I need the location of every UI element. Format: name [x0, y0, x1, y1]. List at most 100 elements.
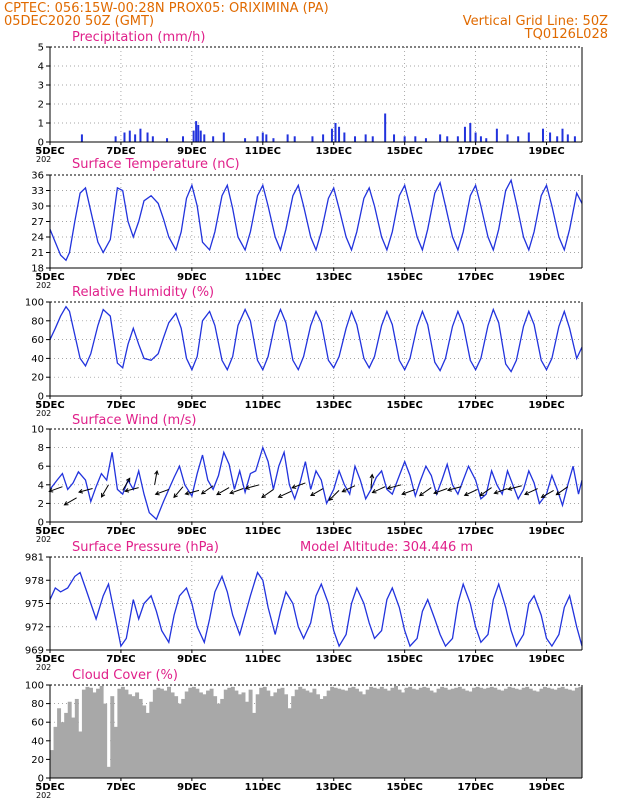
precip-bar [561, 128, 564, 142]
humidity-xtick-label: 5DEC [35, 400, 64, 411]
precip-ytick-label: 0 [38, 138, 44, 149]
cloud-bar [57, 708, 62, 778]
wind-vector [479, 487, 492, 497]
cloud-bar [408, 686, 413, 778]
temperature-xtick-label: 9DEC [177, 272, 206, 283]
wind-vector [446, 486, 462, 492]
cloud-bar [142, 705, 147, 778]
wind-vector [154, 488, 169, 496]
wind-vector-shaft [342, 485, 356, 493]
humidity-ytick-label: 60 [31, 335, 44, 346]
pressure-xtick-label: 7DEC [106, 654, 135, 665]
cloud-bar [259, 687, 264, 778]
precip-bar [272, 138, 275, 142]
cloud-bar [237, 694, 242, 778]
cloud-bar [145, 712, 150, 778]
wind-vector-head [371, 489, 377, 494]
pressure-ytick-label: 975 [25, 599, 44, 610]
cloud-bar [486, 687, 491, 778]
cloud-bar [518, 689, 523, 778]
cloud-xtick-label: 19DEC [528, 782, 564, 793]
pressure-year-fragment: 202 [36, 663, 51, 672]
wind-vector-shaft [292, 482, 306, 489]
precip-bar [517, 136, 520, 142]
humidity-series-line [49, 305, 583, 373]
precip-bar [151, 136, 154, 142]
precip-bar [354, 136, 357, 142]
wind-vector-head [401, 490, 407, 496]
humidity-ytick-label: 0 [38, 392, 44, 403]
wind-vector [386, 484, 402, 490]
pressure-xtick-label: 19DEC [528, 654, 564, 665]
cloud-bar [369, 686, 374, 778]
cloud-bar [464, 690, 469, 778]
cloud-bar [525, 686, 530, 778]
cloud-bar [284, 694, 289, 778]
humidity-panel: 0 20 40 60 80 100 5DEC 7DEC 9DEC 11DEC 13DEC 15DEC 1… [25, 298, 583, 418]
cloud-bar [60, 722, 65, 778]
temperature-ytick-label: 18 [31, 264, 44, 275]
precip-bar [197, 124, 200, 142]
wind-vector-shaft [372, 486, 386, 494]
humidity-year-fragment: 202 [36, 409, 51, 418]
wind-vector-head [154, 469, 159, 475]
cloud-bar [433, 692, 437, 778]
precip-bar [128, 130, 131, 142]
cloud-bar [152, 689, 157, 778]
precip-bar [139, 128, 142, 142]
cloud-bar [195, 688, 200, 778]
wind-vector-shaft [122, 478, 131, 491]
cloud-bar [489, 686, 494, 778]
temperature-title: Surface Temperature (nC) [72, 157, 240, 172]
precip-bar [495, 128, 498, 142]
wind-vector-head [493, 489, 499, 495]
precip-bar [114, 136, 117, 142]
cloud-title: Cloud Cover (%) [72, 668, 178, 683]
humidity-xtick-label: 19DEC [528, 400, 564, 411]
wind-vector-head [479, 491, 485, 497]
wind-vector-head [463, 491, 469, 497]
cloud-bar [443, 687, 448, 778]
cloud-bar [156, 687, 161, 778]
precip-bar [384, 113, 387, 142]
wind-vector [78, 488, 93, 494]
cloud-bar [511, 687, 516, 778]
cloud-bar [528, 688, 533, 778]
wind-vector-shaft [101, 484, 109, 498]
humidity-ytick-label: 80 [31, 316, 44, 327]
cloud-bar [337, 688, 342, 778]
precip-xtick-label: 7DEC [106, 146, 135, 157]
wind-vector [401, 488, 416, 496]
wind-vector-head [418, 491, 424, 497]
precip-bar [364, 134, 367, 142]
cloud-bar [319, 698, 324, 778]
precip-xtick-label: 15DEC [386, 146, 422, 157]
cloud-xtick-label: 15DEC [386, 782, 422, 793]
cloud-bar [344, 690, 349, 778]
cloud-bar [106, 766, 111, 778]
wind-vector-shaft [447, 486, 462, 491]
cloud-bar [220, 698, 225, 778]
wind-vector-shaft [155, 488, 169, 495]
cloud-bar [567, 689, 572, 778]
wind-ytick-label: 8 [38, 443, 44, 454]
cloud-bar [241, 692, 246, 778]
cloud-bar [209, 688, 214, 778]
wind-vector [540, 489, 554, 498]
wind-xtick-label: 9DEC [177, 526, 206, 537]
cloud-bar [287, 708, 292, 778]
model-altitude-label: Model Altitude: 304.446 m [300, 540, 473, 555]
cloud-bar [81, 689, 86, 778]
precip-bar [80, 134, 83, 142]
cloud-bar [351, 686, 356, 778]
cloud-bar [113, 726, 118, 778]
cloud-bar [447, 689, 452, 778]
cloud-bar [131, 696, 136, 778]
cloud-bar [78, 731, 83, 778]
precip-bar [479, 136, 482, 142]
cloud-bar [149, 701, 154, 778]
precip-bar [265, 134, 268, 142]
cloud-bar [245, 701, 250, 778]
wind-vector-shaft [278, 490, 292, 498]
wind-ytick-label: 4 [38, 480, 44, 491]
